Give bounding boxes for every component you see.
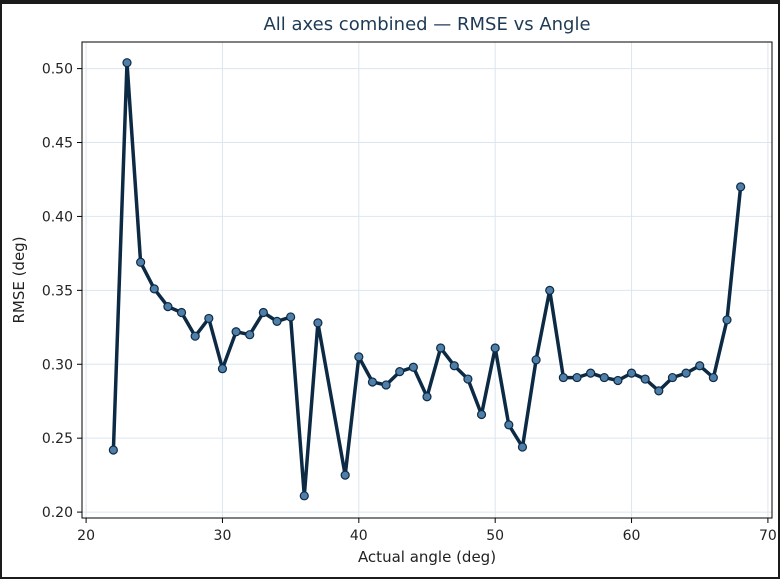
data-point <box>436 343 446 353</box>
y-tick-label: 0.25 <box>42 431 73 447</box>
data-point <box>722 315 732 325</box>
x-tick-label: 50 <box>486 528 504 544</box>
y-tick-label: 0.35 <box>42 283 73 299</box>
data-point <box>381 380 391 390</box>
data-point <box>272 316 282 326</box>
y-tick-label: 0.20 <box>42 505 73 521</box>
data-point <box>217 364 228 374</box>
y-tick-label: 0.40 <box>42 209 73 225</box>
data-point <box>313 318 323 328</box>
data-point <box>245 330 255 340</box>
data-point <box>422 392 432 402</box>
data-point <box>190 331 200 341</box>
x-tick-label: 20 <box>77 528 95 544</box>
axes-box <box>81 41 773 519</box>
x-tick-label: 60 <box>623 528 641 544</box>
data-point <box>176 307 187 318</box>
data-series <box>108 58 746 501</box>
x-axis-label: Actual angle (deg) <box>358 548 496 566</box>
data-point <box>599 372 609 383</box>
data-point <box>558 372 568 383</box>
y-tick-label: 0.30 <box>42 357 73 373</box>
x-tick-label: 30 <box>214 528 232 544</box>
data-point <box>640 374 650 384</box>
data-point <box>122 58 132 68</box>
data-point <box>586 368 596 378</box>
data-point <box>545 285 555 295</box>
data-point <box>367 377 378 387</box>
data-point <box>504 420 514 430</box>
data-point <box>299 491 309 501</box>
grid <box>82 42 772 518</box>
data-point <box>408 362 418 372</box>
data-point <box>449 361 459 371</box>
data-point <box>463 374 473 384</box>
y-axis-label: RMSE (deg) <box>10 236 28 323</box>
x-tick-label: 40 <box>350 528 368 544</box>
y-tick-label: 0.50 <box>42 62 73 78</box>
data-point <box>613 375 623 386</box>
data-point <box>163 302 173 312</box>
data-point <box>517 442 528 452</box>
data-point <box>654 386 664 396</box>
data-point <box>490 343 500 353</box>
data-point <box>736 182 746 192</box>
data-point <box>108 445 118 455</box>
data-point <box>667 372 678 383</box>
data-point <box>204 313 214 324</box>
chart-title: All axes combined — RMSE vs Angle <box>263 14 590 35</box>
data-point <box>136 257 146 267</box>
series-line <box>111 60 743 498</box>
data-point <box>681 368 691 378</box>
data-point <box>149 284 159 294</box>
data-point <box>476 409 487 420</box>
data-point <box>231 327 241 337</box>
x-tick-label: 70 <box>759 528 777 544</box>
data-point <box>572 372 582 383</box>
data-point <box>626 368 637 378</box>
data-point <box>531 355 541 365</box>
data-point <box>695 361 705 371</box>
data-point <box>340 470 350 480</box>
data-point <box>708 372 718 383</box>
data-point <box>258 307 268 318</box>
y-tick-label: 0.45 <box>42 136 73 152</box>
data-point <box>395 367 405 377</box>
data-point <box>286 312 296 322</box>
data-point <box>354 352 364 362</box>
ticks: 20 30 40 50 60 70 0.20 0.25 0.30 0.35 0.40 0.45 0.50 <box>42 62 777 544</box>
